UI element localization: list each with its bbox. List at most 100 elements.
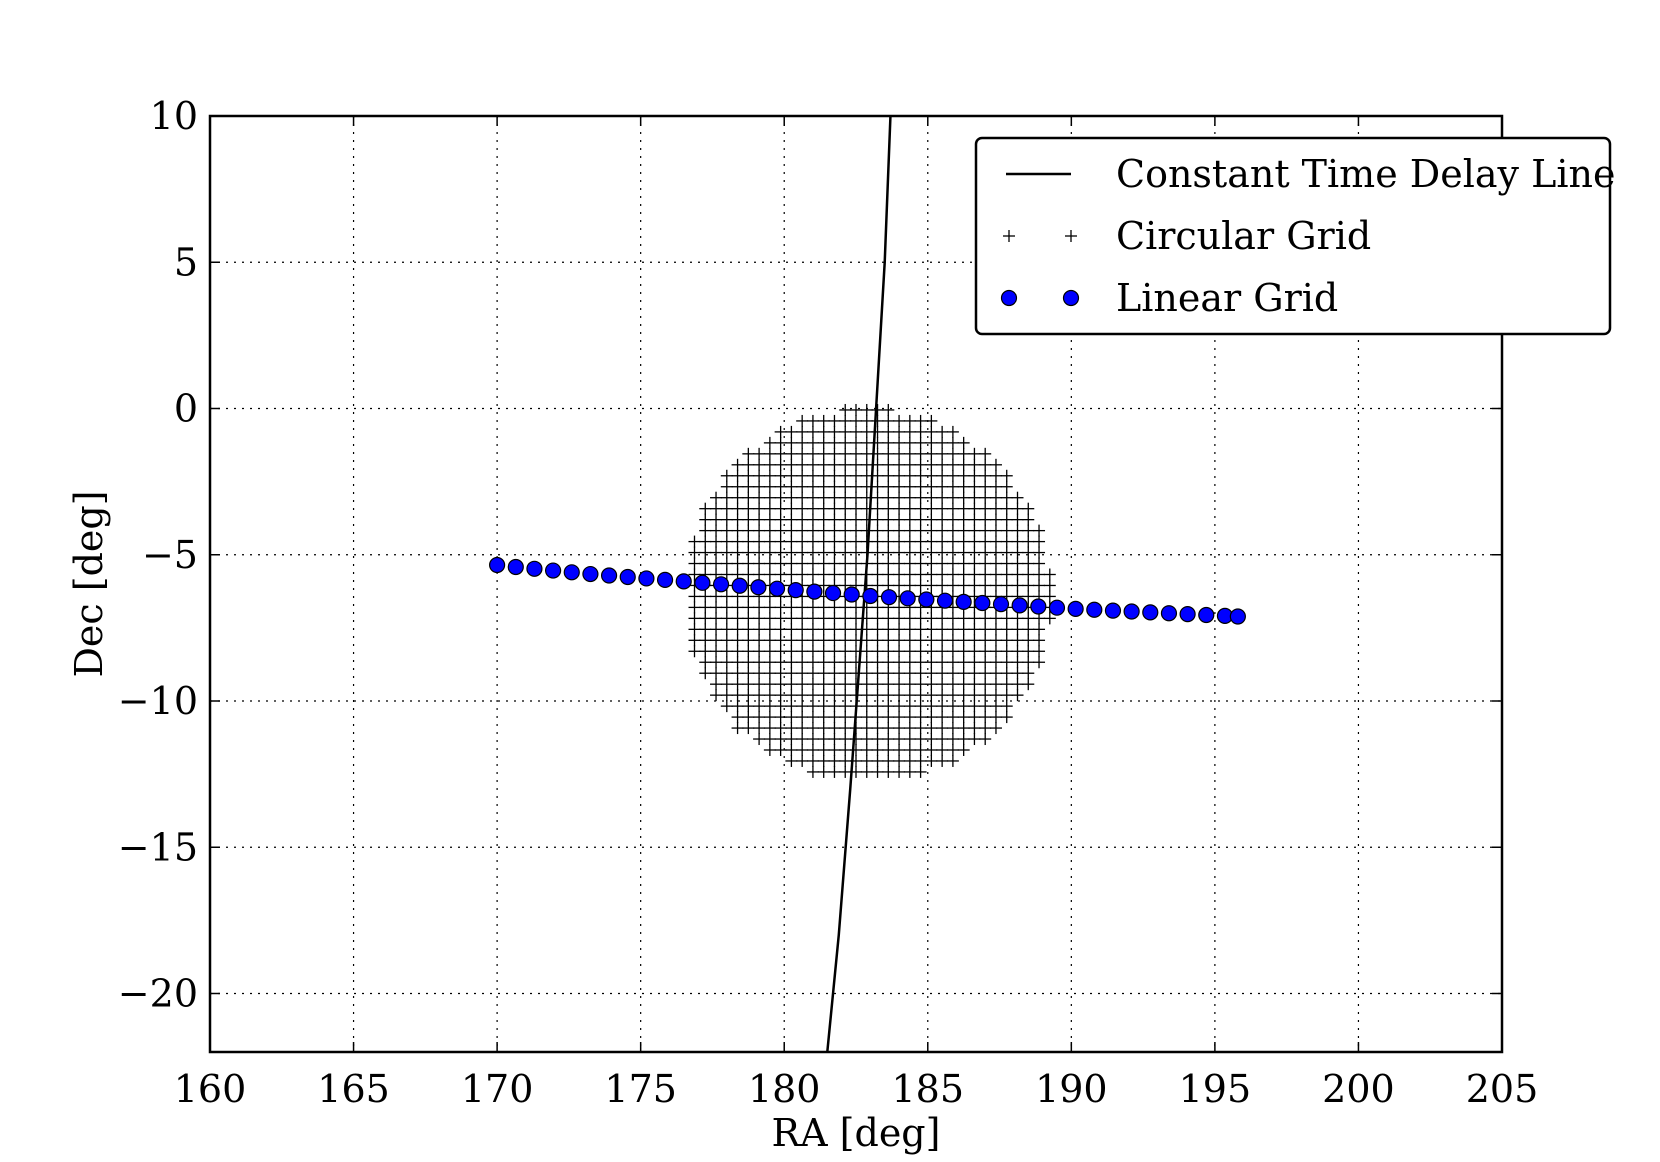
x-tick-label: 185: [892, 1067, 965, 1111]
circular-grid-point: [828, 557, 841, 570]
circular-grid-point: [785, 524, 798, 537]
y-tick-label: −5: [142, 533, 198, 577]
circular-grid-point: [710, 678, 723, 691]
circular-grid-point: [785, 491, 798, 504]
circular-grid-point: [882, 436, 895, 449]
circular-grid-point: [936, 645, 949, 658]
circular-grid-point: [731, 535, 744, 548]
circular-grid-point: [742, 568, 755, 581]
circular-grid-point: [742, 656, 755, 669]
circular-grid-point: [871, 480, 884, 493]
circular-grid-point: [893, 678, 906, 691]
circular-grid-point: [806, 513, 819, 526]
circular-grid-point: [720, 678, 733, 691]
circular-grid-point: [860, 743, 873, 756]
circular-grid-point: [882, 425, 895, 438]
circular-grid-point: [688, 645, 701, 658]
circular-grid-point: [903, 502, 916, 515]
circular-grid-point: [828, 546, 841, 559]
circular-grid-point: [785, 754, 798, 767]
circular-grid-point: [936, 436, 949, 449]
circular-grid-point: [1000, 513, 1013, 526]
circular-grid-point: [753, 491, 766, 504]
circular-grid-point: [914, 754, 927, 767]
circular-grid-point: [882, 656, 895, 669]
circular-grid-point: [903, 568, 916, 581]
circular-grid-point: [968, 546, 981, 559]
circular-grid-point: [1000, 689, 1013, 702]
time-delay-line-series: [826, 115, 892, 1053]
circular-grid-point: [871, 754, 884, 767]
linear-grid-point: [974, 594, 991, 612]
circular-grid-point: [806, 458, 819, 471]
circular-grid-point: [1000, 667, 1013, 680]
circular-grid-point: [914, 458, 927, 471]
circular-grid-point: [882, 469, 895, 482]
circular-grid-point: [946, 743, 959, 756]
circular-grid-point: [839, 546, 852, 559]
circular-grid-point: [688, 557, 701, 570]
circular-grid-point: [860, 469, 873, 482]
circular-grid-point: [763, 524, 776, 537]
circular-grid-point: [785, 700, 798, 713]
circular-grid-point: [1011, 568, 1024, 581]
circular-grid-point: [828, 678, 841, 691]
circular-grid-point: [1011, 689, 1024, 702]
circular-grid-point: [903, 743, 916, 756]
circular-grid-point: [774, 656, 787, 669]
circular-grid-point: [946, 612, 959, 625]
circular-grid-point: [914, 546, 927, 559]
circular-grid-point: [979, 711, 992, 724]
circular-grid-point: [860, 436, 873, 449]
circular-grid-point: [925, 733, 938, 746]
circular-grid-point: [720, 491, 733, 504]
circular-grid-point: [763, 634, 776, 647]
circular-grid-point: [785, 513, 798, 526]
circular-grid-point: [957, 667, 970, 680]
circular-grid-point: [763, 480, 776, 493]
circular-grid-point: [742, 502, 755, 515]
circular-grid-point: [1000, 579, 1013, 592]
circular-grid-point: [850, 678, 862, 691]
circular-grid-point: [796, 754, 809, 767]
circular-grid-point: [817, 557, 830, 570]
circular-grid-point: [763, 612, 776, 625]
circular-grid-point: [763, 601, 776, 614]
circular-grid-point: [989, 656, 1002, 669]
circular-grid-point: [839, 579, 852, 592]
circular-grid-point: [871, 579, 884, 592]
circular-grid-point: [763, 491, 776, 504]
circular-grid-point: [946, 678, 959, 691]
circular-grid-point: [860, 414, 873, 427]
circular-grid-point: [914, 425, 927, 438]
circular-grid-point: [710, 656, 723, 669]
circular-grid-point: [914, 678, 927, 691]
circular-grid-point: [871, 645, 884, 658]
circular-grid-point: [882, 480, 895, 493]
circular-grid-point: [699, 502, 712, 515]
circular-grid-point: [989, 634, 1002, 647]
circular-grid-point: [936, 623, 949, 636]
circular-grid-point: [957, 743, 970, 756]
circular-grid-point: [957, 678, 970, 691]
circular-grid-point: [860, 535, 873, 548]
circular-grid-point: [774, 612, 787, 625]
circular-grid-point: [796, 414, 809, 427]
circular-grid-point: [925, 480, 938, 493]
circular-grid-point: [989, 667, 1002, 680]
circular-grid-point: [989, 480, 1002, 493]
circular-grid-point: [893, 656, 906, 669]
circular-grid-point: [839, 425, 852, 438]
circular-grid-point: [785, 436, 798, 449]
circular-grid-point: [860, 754, 873, 767]
circular-grid-point: [957, 722, 970, 735]
circular-grid-point: [925, 568, 938, 581]
circular-grid-point: [731, 667, 744, 680]
circular-grid-point: [882, 568, 895, 581]
circular-grid-point: [839, 557, 852, 570]
circular-grid-point: [903, 425, 916, 438]
circular-grid-point: [893, 546, 906, 559]
circular-grid-point: [860, 447, 873, 460]
circular-grid-point: [806, 557, 819, 570]
circular-grid-point: [850, 513, 862, 526]
